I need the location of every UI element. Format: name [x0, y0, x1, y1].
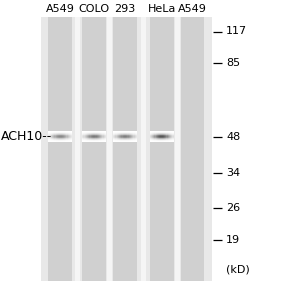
- Text: 26: 26: [226, 203, 240, 214]
- Bar: [75, 16, 80, 280]
- Bar: [149, 16, 173, 280]
- Text: A549: A549: [178, 4, 207, 14]
- Bar: [41, 16, 212, 280]
- Text: ACH10--: ACH10--: [1, 130, 53, 143]
- Text: 85: 85: [226, 58, 240, 68]
- Bar: [175, 16, 180, 280]
- Text: (kD): (kD): [226, 265, 250, 275]
- Text: 34: 34: [226, 167, 240, 178]
- Text: 19: 19: [226, 235, 240, 245]
- Bar: [48, 16, 72, 280]
- Bar: [181, 16, 205, 280]
- Bar: [141, 16, 146, 280]
- Text: 48: 48: [226, 131, 241, 142]
- Text: 117: 117: [226, 26, 247, 37]
- Text: COLO: COLO: [79, 4, 110, 14]
- Bar: [82, 16, 106, 280]
- Text: 293: 293: [114, 4, 136, 14]
- Bar: [107, 16, 112, 280]
- Text: HeLa: HeLa: [148, 4, 176, 14]
- Bar: [113, 16, 137, 280]
- Text: A549: A549: [46, 4, 75, 14]
